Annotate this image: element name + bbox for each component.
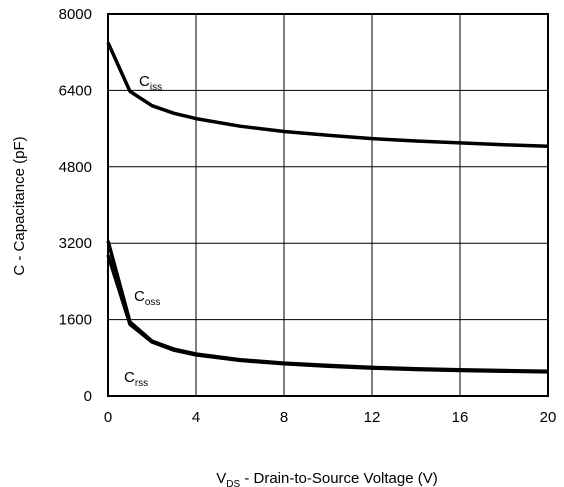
x-tick-label: 0 <box>104 409 112 426</box>
y-tick-label: 4800 <box>59 159 92 176</box>
y-tick-labels: 0 1600 3200 4800 6400 8000 <box>59 6 92 405</box>
x-axis-title: VDS - Drain-to-Source Voltage (V) <box>216 470 438 487</box>
x-tick-label: 20 <box>540 409 557 426</box>
series-label-coss: Coss <box>134 288 160 308</box>
y-tick-label: 1600 <box>59 312 92 329</box>
plot-frame <box>107 13 549 397</box>
crss-line <box>106 254 549 374</box>
y-axis-title: C - Capacitance (pF) <box>11 136 28 275</box>
x-tick-label: 8 <box>280 409 288 426</box>
y-tick-label: 6400 <box>59 82 92 99</box>
y-tick-label: 3200 <box>59 235 92 252</box>
series-label-crss: Crss <box>124 369 148 389</box>
x-tick-label: 4 <box>192 409 200 426</box>
x-tick-labels: 0 4 8 12 16 20 <box>104 409 557 426</box>
series-label-ciss: Ciss <box>139 73 162 93</box>
y-tick-label: 8000 <box>59 6 92 23</box>
y-tick-label: 0 <box>84 388 92 405</box>
x-tick-label: 12 <box>364 409 381 426</box>
x-tick-label: 16 <box>452 409 469 426</box>
ciss-line <box>106 41 549 149</box>
series-lines <box>106 41 549 374</box>
grid-lines <box>107 13 549 397</box>
